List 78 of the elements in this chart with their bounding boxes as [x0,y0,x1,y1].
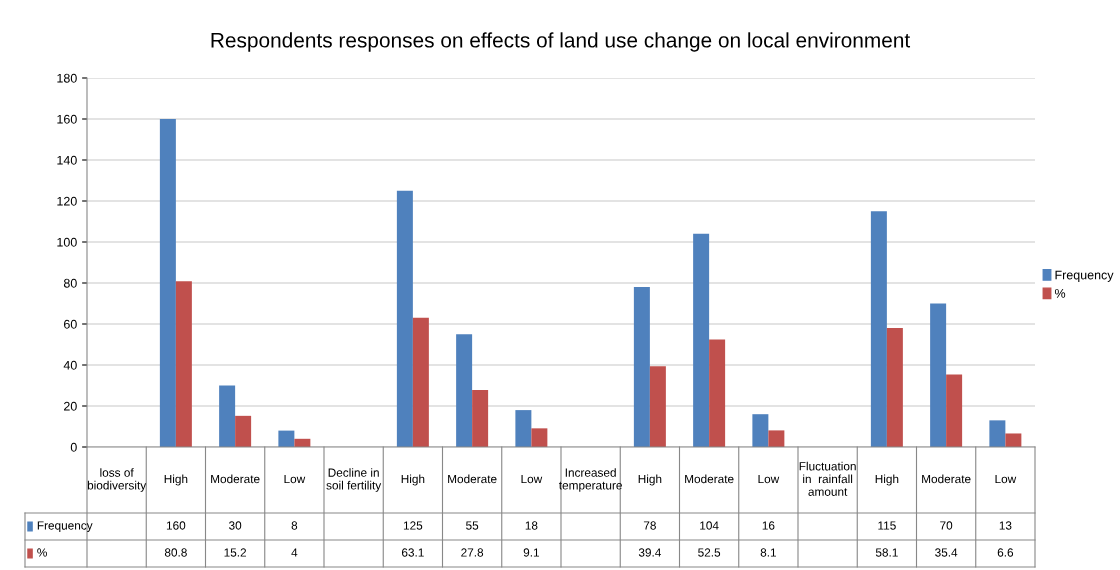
y-tick-label: 160 [57,114,77,124]
y-tick-label: 20 [64,401,77,411]
bar [472,390,489,447]
y-tick-label: 120 [57,196,77,206]
legend-label: Frequency [1055,270,1114,282]
bar [989,420,1006,447]
legend-label: % [1054,288,1066,298]
x-tick-label: High [164,474,188,486]
x-tick-label: Low [758,474,780,484]
bar [930,303,947,447]
x-tick-label: loss of biodiversity [87,468,147,492]
data-label: 15.2 [224,548,247,557]
x-tick-label: Moderate [922,474,971,484]
bar [159,119,176,447]
bar [752,414,769,447]
data-label: 104 [700,521,719,530]
y-tick-label: 60 [64,319,77,329]
data-label: 52.5 [698,548,721,557]
chart-title: Respondents responses on effects of land use change on local environment [211,32,911,52]
bar [412,317,429,447]
bar [946,374,963,447]
data-label: 9.1 [523,548,540,557]
bar [886,327,903,447]
x-tick-label: Increased temperature [558,468,622,492]
data-label: 58.1 [875,548,898,557]
y-tick-label: 140 [57,155,77,165]
data-label: 55 [466,521,479,530]
text: % [37,548,47,557]
x-tick-label: Low [995,474,1017,484]
x-tick-label: Low [521,474,543,484]
bar [175,281,192,447]
x-tick-label: High [638,474,662,486]
bar [531,428,548,447]
text: Frequency [37,521,93,532]
x-tick-label: Low [284,474,306,484]
data-label: 80.8 [164,548,187,557]
x-tick-label: High [401,474,425,486]
data-label: 4 [291,548,298,557]
bar [396,190,413,447]
bar [235,415,252,447]
data-label: 70 [940,521,953,530]
x-tick-label: Moderate [448,474,497,484]
x-tick-label: Moderate [685,474,734,484]
data-label: 115 [878,521,896,530]
bar [515,410,532,447]
data-label: 39.4 [638,548,662,557]
data-label: 35.4 [935,548,958,557]
bar [768,430,785,447]
y-tick-label: 180 [57,73,77,83]
x-tick-label: Decline in soil fertility [326,468,382,492]
data-label: 63.1 [401,548,424,557]
data-label: 78 [643,521,656,530]
bar [219,385,236,447]
data-label: 6.6 [997,548,1014,557]
bar [1005,433,1022,447]
data-label: 27.8 [461,548,484,557]
x-tick-label: High [875,474,899,486]
x-tick-label: Fluctuation in rainfall amount [799,461,856,496]
data-label: 125 [403,521,423,530]
data-label: 8.1 [760,548,777,557]
y-tick-label: 100 [57,237,77,247]
bar [693,233,710,447]
data-label: 8 [291,521,298,530]
bar [870,211,887,447]
data-label: 18 [525,521,538,530]
y-tick-label: 80 [63,278,77,288]
data-label: 13 [999,521,1012,530]
bar [456,334,473,447]
data-label: 160 [166,521,186,530]
x-tick-label: Moderate [211,474,260,484]
y-tick-label: 40 [63,360,77,370]
data-label: 16 [762,521,775,530]
bar [649,366,666,447]
data-label: 30 [229,521,242,530]
bar [709,339,726,447]
bar [633,287,650,447]
bar [278,430,295,447]
y-tick-label: 0 [70,442,77,452]
